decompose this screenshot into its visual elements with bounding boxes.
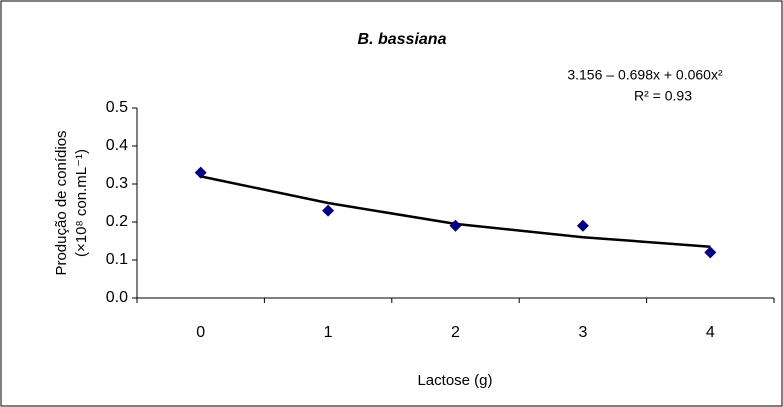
x-tick-label: 4 — [706, 324, 715, 341]
y-tick-label: 0.0 — [106, 289, 128, 306]
x-tick-label: 2 — [451, 324, 460, 341]
data-point — [322, 204, 335, 217]
equation: 3.156 – 0.698x + 0.060x² — [567, 67, 723, 83]
y-axis-label: (×10⁸ con.mL⁻¹) — [73, 149, 90, 257]
data-point — [576, 219, 589, 232]
y-tick-label: 0.2 — [106, 213, 128, 230]
r-squared: R² = 0.93 — [634, 88, 692, 104]
x-tick-label: 0 — [196, 324, 205, 341]
data-point — [704, 246, 717, 259]
x-tick-label: 1 — [324, 324, 333, 341]
x-axis-label: Lactose (g) — [417, 372, 492, 389]
y-tick-label: 0.5 — [106, 99, 128, 116]
y-axis-label: Produção de conídios — [53, 130, 70, 275]
data-point — [449, 219, 462, 232]
x-tick-label: 3 — [578, 324, 587, 341]
chart-title: B. bassiana — [358, 31, 447, 48]
y-tick-label: 0.1 — [106, 251, 128, 268]
y-tick-label: 0.3 — [106, 175, 128, 192]
data-point — [194, 166, 207, 179]
y-tick-label: 0.4 — [106, 137, 128, 154]
